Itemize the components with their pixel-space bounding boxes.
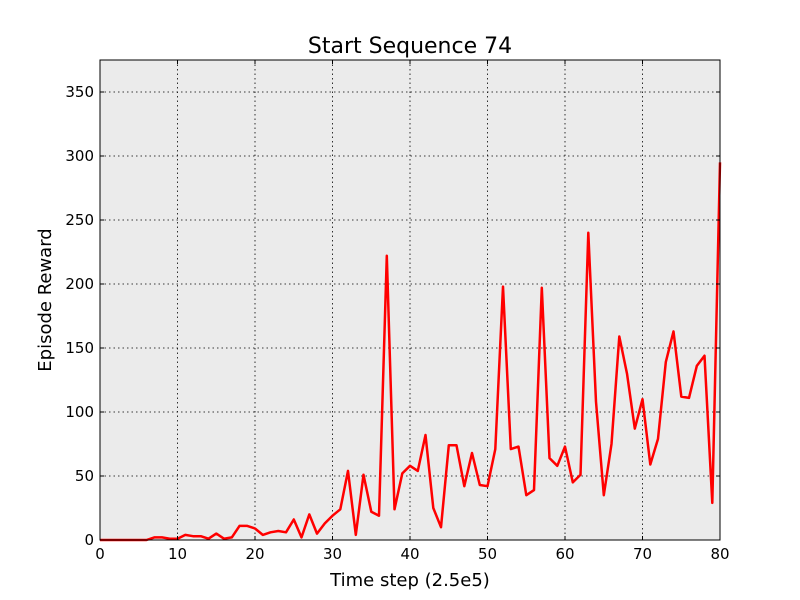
x-tick-label: 70 <box>633 545 652 563</box>
axis-ticks: 0 10 20 30 40 50 60 70 80 0 50 100 150 200 250 300 350 <box>65 60 730 563</box>
x-tick-label: 20 <box>245 545 264 563</box>
y-tick-label: 150 <box>65 339 94 357</box>
x-tick-label: 80 <box>710 545 729 563</box>
x-tick-label: 30 <box>323 545 342 563</box>
series-line <box>100 162 722 542</box>
x-tick-label: 50 <box>478 545 497 563</box>
y-tick-label: 50 <box>75 467 94 485</box>
x-tick-label: 60 <box>555 545 574 563</box>
x-tick-label: 0 <box>95 545 105 563</box>
chart-title: Start Sequence 74 <box>308 34 512 59</box>
series-layer <box>100 162 722 542</box>
x-tick-label: 40 <box>400 545 419 563</box>
y-tick-label: 350 <box>65 83 94 101</box>
y-tick-label: 300 <box>65 147 94 165</box>
y-tick-label: 100 <box>65 403 94 421</box>
y-tick-label: 200 <box>65 275 94 293</box>
x-axis-label: Time step (2.5e5) <box>329 570 490 591</box>
y-tick-label: 250 <box>65 211 94 229</box>
y-axis-label: Episode Reward <box>35 228 56 371</box>
x-tick-label: 10 <box>168 545 187 563</box>
y-tick-label: 0 <box>84 531 94 549</box>
